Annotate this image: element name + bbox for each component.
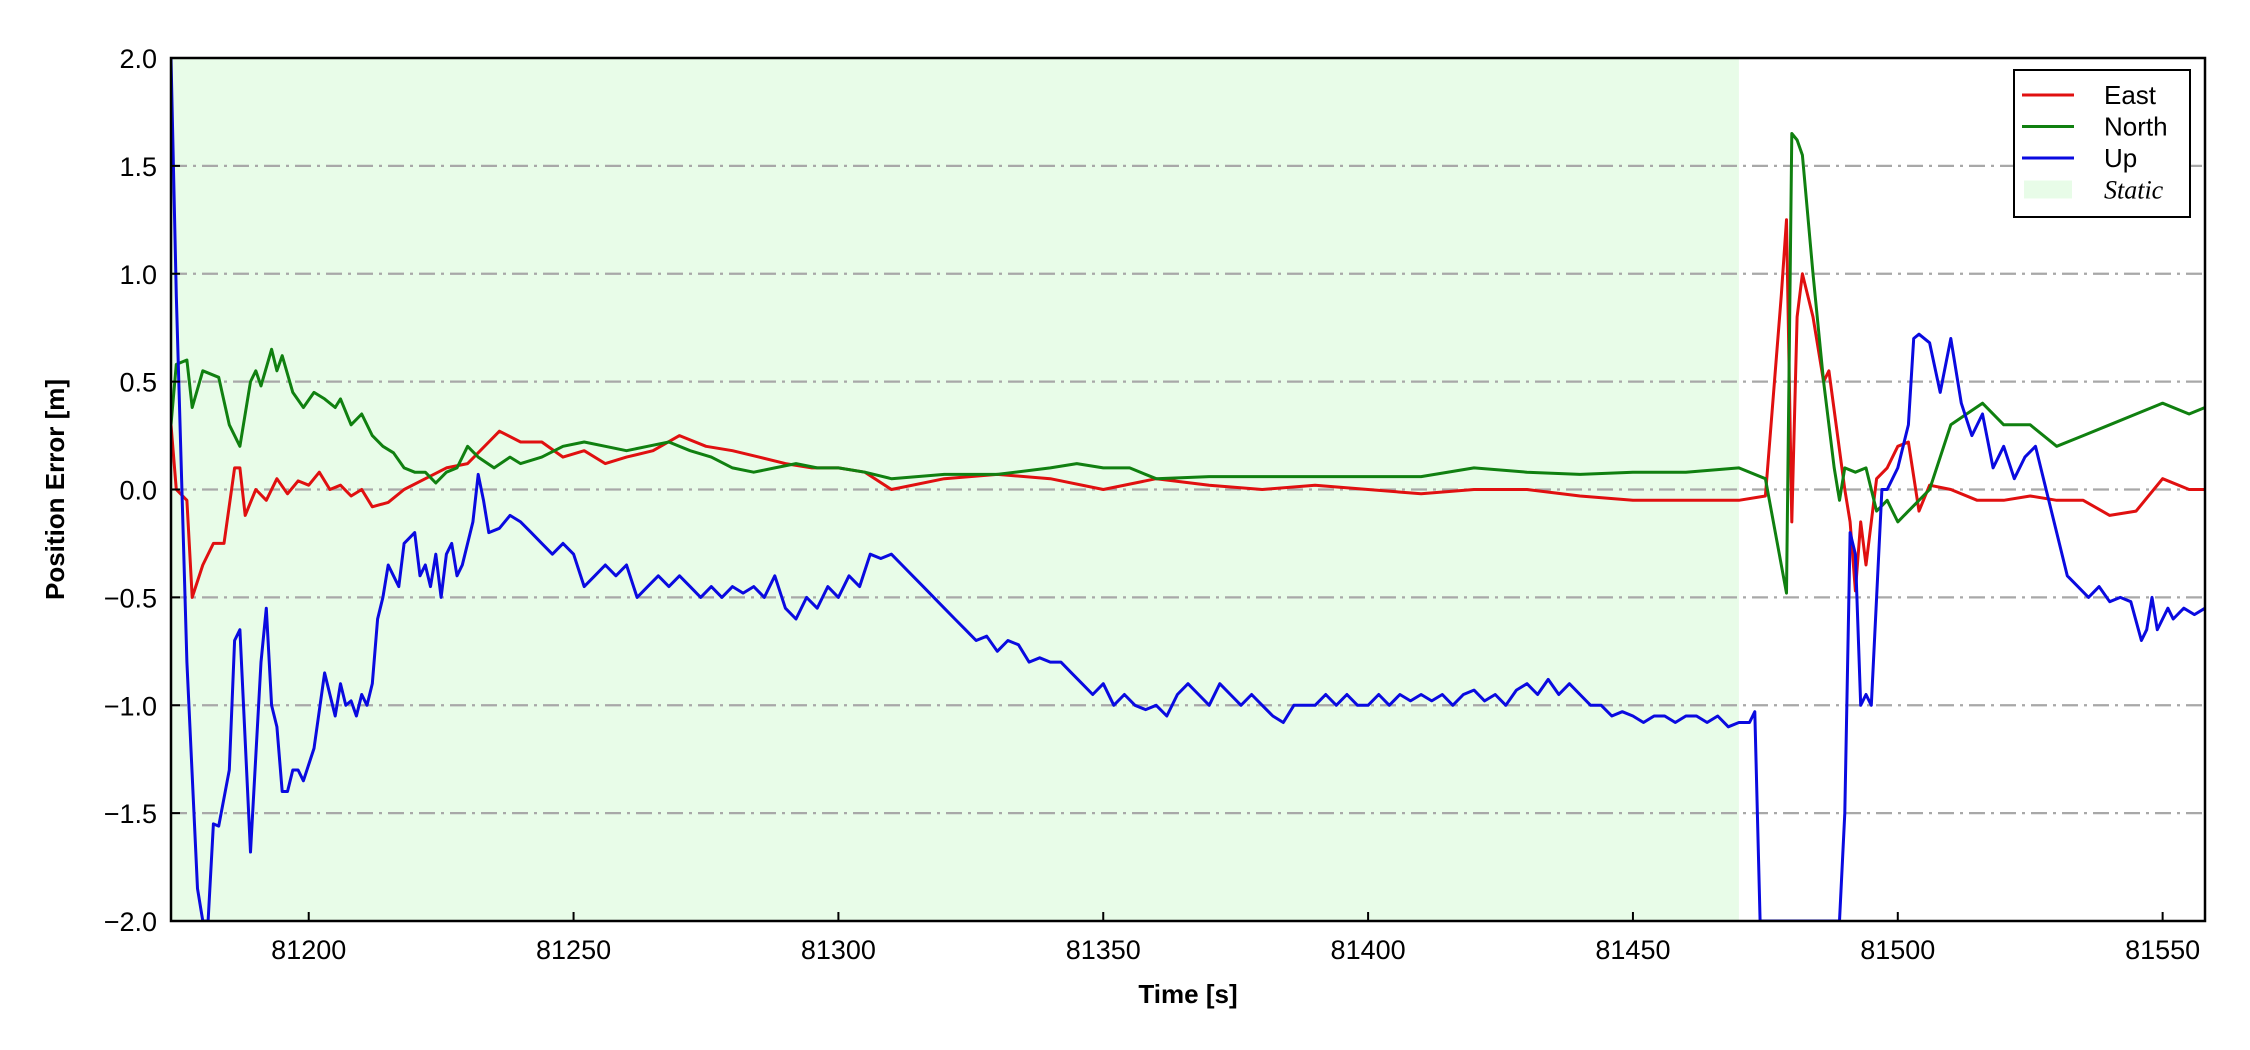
y-axis-ticks: −2.0 −1.5 −1.0 −0.5 0.0 0.5 1.0 1.5 2.0 bbox=[104, 44, 180, 937]
x-tick-label: 81450 bbox=[1595, 935, 1670, 965]
x-tick-label: 81200 bbox=[271, 935, 346, 965]
x-axis-label: Time [s] bbox=[1138, 979, 1237, 1009]
x-tick-label: 81250 bbox=[536, 935, 611, 965]
y-axis-label: Position Error [m] bbox=[40, 379, 70, 600]
y-tick-label: −1.5 bbox=[104, 799, 157, 829]
x-tick-label: 81400 bbox=[1331, 935, 1406, 965]
y-tick-label: 1.0 bbox=[119, 260, 157, 290]
series-line-east bbox=[171, 218, 2205, 599]
y-tick-label: −2.0 bbox=[104, 907, 157, 937]
y-tick-label: −0.5 bbox=[104, 583, 157, 613]
x-tick-label: 81500 bbox=[1860, 935, 1935, 965]
y-tick-label: 0.0 bbox=[119, 476, 157, 506]
legend-label-static: Static bbox=[2104, 176, 2164, 205]
y-tick-label: −1.0 bbox=[104, 691, 157, 721]
legend-label-east: East bbox=[2104, 80, 2157, 110]
legend-label-north: North bbox=[2104, 112, 2168, 142]
y-tick-label: 2.0 bbox=[119, 44, 157, 74]
gridlines bbox=[171, 164, 2205, 815]
legend-label-up: Up bbox=[2104, 143, 2137, 173]
series-lines bbox=[171, 58, 2205, 921]
x-tick-label: 81300 bbox=[801, 935, 876, 965]
x-tick-label: 81550 bbox=[2125, 935, 2200, 965]
x-tick-label: 81350 bbox=[1066, 935, 1141, 965]
series-line-north bbox=[171, 132, 2205, 595]
series-line-up bbox=[171, 58, 2205, 921]
y-tick-label: 1.5 bbox=[119, 152, 157, 182]
y-tick-label: 0.5 bbox=[119, 368, 157, 398]
legend-swatch-static bbox=[2024, 180, 2072, 199]
x-axis-ticks: 81200 81250 81300 81350 81400 81450 81500 81550 bbox=[271, 912, 2200, 965]
